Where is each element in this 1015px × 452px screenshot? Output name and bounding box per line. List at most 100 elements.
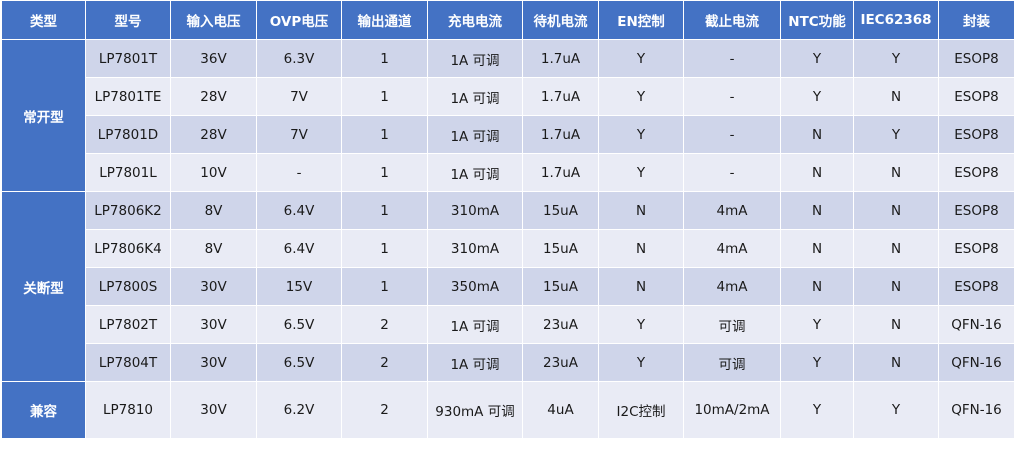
group-label: 常开型 <box>1 39 86 192</box>
group-label: 关断型 <box>1 191 86 382</box>
cell-iec62368: N <box>853 305 939 344</box>
cell-en-control: Y <box>598 115 684 154</box>
cell-charge-current: 1A 可调 <box>427 343 523 382</box>
group-label: 兼容 <box>1 381 86 439</box>
cell-output-channels: 2 <box>341 343 428 382</box>
cell-standby-current: 1.7uA <box>522 77 599 116</box>
cell-output-channels: 1 <box>341 153 428 192</box>
cell-ovp-voltage: 15V <box>256 267 342 306</box>
cell-standby-current: 23uA <box>522 305 599 344</box>
cell-charge-current: 930mA 可调 <box>427 381 523 439</box>
cell-cutoff-current: 10mA/2mA <box>683 381 781 439</box>
cell-ntc: N <box>780 115 854 154</box>
cell-en-control: N <box>598 229 684 268</box>
cell-model: LP7801T <box>85 39 171 78</box>
header-package: 封装 <box>938 0 1015 40</box>
cell-ovp-voltage: 6.5V <box>256 305 342 344</box>
cell-model: LP7806K2 <box>85 191 171 230</box>
cell-output-channels: 1 <box>341 229 428 268</box>
cell-charge-current: 310mA <box>427 229 523 268</box>
header-row: 类型 型号 输入电压 OVP电压 输出通道 充电电流 待机电流 EN控制 截止电… <box>1 0 1015 40</box>
cell-standby-current: 15uA <box>522 267 599 306</box>
cell-en-control: Y <box>598 343 684 382</box>
header-model: 型号 <box>85 0 171 40</box>
cell-ovp-voltage: - <box>256 153 342 192</box>
cell-input-voltage: 30V <box>170 343 257 382</box>
cell-package: ESOP8 <box>938 229 1015 268</box>
cell-en-control: N <box>598 191 684 230</box>
cell-model: LP7810 <box>85 381 171 439</box>
cell-ntc: Y <box>780 343 854 382</box>
cell-iec62368: Y <box>853 115 939 154</box>
header-en-control: EN控制 <box>598 0 684 40</box>
cell-package: ESOP8 <box>938 77 1015 116</box>
header-ovp-voltage: OVP电压 <box>256 0 342 40</box>
cell-package: QFN-16 <box>938 381 1015 439</box>
cell-charge-current: 1A 可调 <box>427 153 523 192</box>
cell-ntc: Y <box>780 381 854 439</box>
cell-en-control: Y <box>598 305 684 344</box>
cell-model: LP7802T <box>85 305 171 344</box>
header-input-voltage: 输入电压 <box>170 0 257 40</box>
cell-standby-current: 1.7uA <box>522 39 599 78</box>
table-body: 常开型 LP7801T 36V 6.3V 1 1A 可调 1.7uA Y - Y Y ESOP8 LP7… <box>1 39 1015 439</box>
cell-package: ESOP8 <box>938 191 1015 230</box>
cell-charge-current: 1A 可调 <box>427 115 523 154</box>
cell-model: LP7801L <box>85 153 171 192</box>
cell-output-channels: 1 <box>341 77 428 116</box>
cell-ntc: Y <box>780 39 854 78</box>
table-row: 兼容 LP7810 30V 6.2V 2 930mA 可调 4uA I2C控制 10mA/2mA… <box>1 381 1015 439</box>
cell-standby-current: 1.7uA <box>522 115 599 154</box>
cell-input-voltage: 28V <box>170 115 257 154</box>
cell-standby-current: 15uA <box>522 191 599 230</box>
cell-charge-current: 310mA <box>427 191 523 230</box>
cell-ntc: Y <box>780 305 854 344</box>
cell-cutoff-current: 可调 <box>683 343 781 382</box>
cell-en-control: Y <box>598 153 684 192</box>
cell-package: QFN-16 <box>938 343 1015 382</box>
header-ntc: NTC功能 <box>780 0 854 40</box>
cell-model: LP7806K4 <box>85 229 171 268</box>
cell-charge-current: 1A 可调 <box>427 77 523 116</box>
cell-input-voltage: 8V <box>170 229 257 268</box>
cell-iec62368: Y <box>853 39 939 78</box>
cell-cutoff-current: - <box>683 153 781 192</box>
cell-cutoff-current: - <box>683 39 781 78</box>
cell-ovp-voltage: 7V <box>256 115 342 154</box>
table-row: LP7801L 10V -1 1A 可调 1.7uA Y - N N ESOP8 <box>2 153 1015 192</box>
table-row: LP7801TE 28V 7V 1 1A 可调 1.7uA Y - Y N ESOP8 <box>2 77 1015 116</box>
cell-ovp-voltage: 6.5V <box>256 343 342 382</box>
cell-cutoff-current: - <box>683 77 781 116</box>
header-type: 类型 <box>1 0 86 40</box>
cell-ovp-voltage: 7V <box>256 77 342 116</box>
cell-model: LP7801D <box>85 115 171 154</box>
cell-input-voltage: 30V <box>170 267 257 306</box>
header-iec62368: IEC62368 <box>853 0 939 40</box>
cell-package: ESOP8 <box>938 153 1015 192</box>
cell-en-control: Y <box>598 77 684 116</box>
table-row: LP7801D 28V 7V 1 1A 可调 1.7uA Y - N Y ESOP8 <box>2 115 1015 154</box>
cell-package: QFN-16 <box>938 305 1015 344</box>
cell-input-voltage: 10V <box>170 153 257 192</box>
cell-standby-current: 23uA <box>522 343 599 382</box>
cell-input-voltage: 8V <box>170 191 257 230</box>
cell-standby-current: 4uA <box>522 381 599 439</box>
cell-ovp-voltage: 6.4V <box>256 191 342 230</box>
cell-en-control: N <box>598 267 684 306</box>
cell-en-control: Y <box>598 39 684 78</box>
table-row: LP7802T 30V 6.5V 2 1A 可调 23uA Y 可调 Y N QFN-16 <box>2 305 1015 344</box>
cell-ovp-voltage: 6.3V <box>256 39 342 78</box>
cell-package: ESOP8 <box>938 39 1015 78</box>
spec-table: 类型 型号 输入电压 OVP电压 输出通道 充电电流 待机电流 EN控制 截止电… <box>1 0 1015 439</box>
cell-model: LP7804T <box>85 343 171 382</box>
header-output-channels: 输出通道 <box>341 0 428 40</box>
table-row: 常开型 LP7801T 36V 6.3V 1 1A 可调 1.7uA Y - Y Y ESOP8 <box>1 39 1015 192</box>
cell-standby-current: 15uA <box>522 229 599 268</box>
cell-cutoff-current: 4mA <box>683 267 781 306</box>
header-standby-current: 待机电流 <box>522 0 599 40</box>
table-row: LP7800S 30V 15V 1 350mA 15uA N 4mA N N ESOP8 <box>2 267 1015 306</box>
cell-input-voltage: 36V <box>170 39 257 78</box>
cell-cutoff-current: - <box>683 115 781 154</box>
cell-iec62368: N <box>853 343 939 382</box>
cell-output-channels: 1 <box>341 39 428 78</box>
